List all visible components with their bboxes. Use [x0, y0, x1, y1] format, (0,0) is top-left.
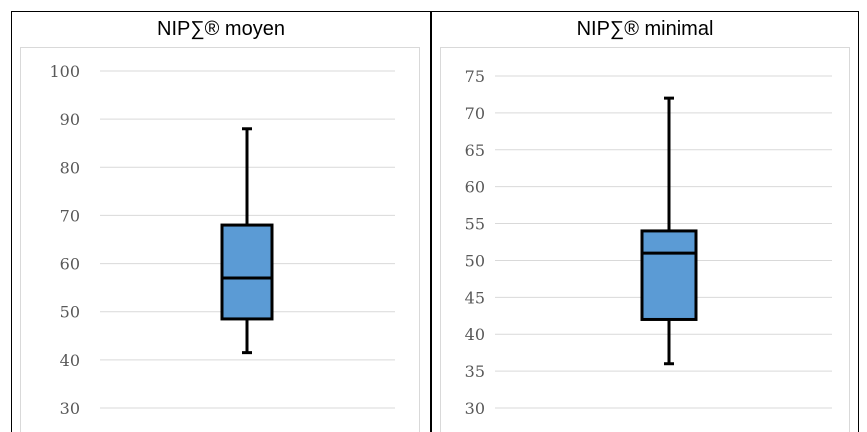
chart-title-left: NIP∑® moyen — [157, 18, 285, 40]
y-tick-label-right: 45 — [465, 288, 485, 307]
column-divider — [430, 11, 432, 432]
y-tick-label-right: 65 — [465, 141, 485, 160]
y-tick-label-left: 80 — [60, 158, 80, 177]
iqr-box-right — [640, 229, 698, 321]
y-tick-label-right: 40 — [465, 325, 485, 344]
y-tick-label-right: 50 — [465, 251, 485, 270]
y-tick-label-right: 55 — [465, 215, 485, 234]
figure-frame — [11, 11, 859, 432]
plot-area-left — [20, 47, 420, 432]
y-tick-label-left: 30 — [60, 399, 80, 418]
y-tick-label-left: 50 — [60, 303, 80, 322]
iqr-box-left — [220, 223, 274, 321]
y-tick-label-right: 70 — [465, 104, 485, 123]
y-tick-label-right: 30 — [465, 399, 485, 418]
y-tick-label-left: 70 — [60, 206, 80, 225]
y-tick-label-right: 60 — [465, 178, 485, 197]
y-tick-label-left: 90 — [60, 110, 80, 129]
chart-title-right: NIP∑® minimal — [576, 18, 714, 40]
y-tick-label-left: 60 — [60, 255, 80, 274]
y-tick-label-left: 100 — [49, 62, 80, 81]
y-tick-label-left: 40 — [60, 351, 80, 370]
y-tick-label-right: 35 — [465, 362, 485, 381]
y-tick-label-right: 75 — [465, 67, 485, 86]
